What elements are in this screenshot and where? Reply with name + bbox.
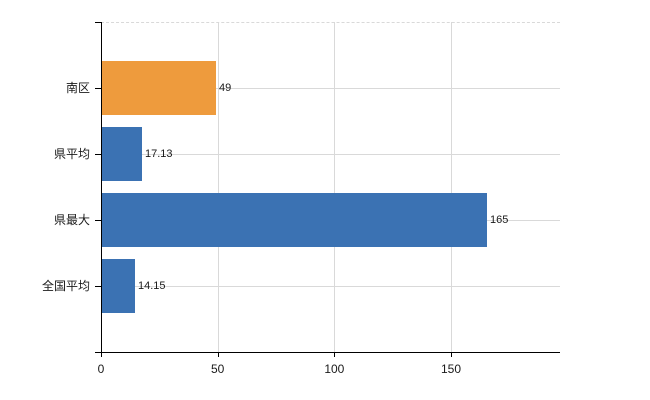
y-axis-tick bbox=[95, 352, 101, 353]
bar-value-label: 165 bbox=[490, 214, 509, 226]
gridline-v bbox=[217, 22, 219, 352]
y-axis-tick bbox=[95, 22, 101, 23]
bar-value-label: 14.15 bbox=[138, 280, 166, 292]
y-axis-tick bbox=[95, 220, 101, 221]
bar-value-label: 49 bbox=[219, 82, 232, 94]
x-tick-label: 0 bbox=[97, 362, 105, 376]
bar bbox=[102, 193, 487, 247]
gridline-v bbox=[334, 22, 336, 352]
x-axis-tick bbox=[217, 352, 219, 357]
bar bbox=[102, 127, 142, 181]
plot-top-border bbox=[101, 22, 560, 23]
y-axis-tick bbox=[95, 88, 101, 89]
bar bbox=[102, 61, 216, 115]
bar bbox=[102, 259, 135, 313]
gridline-h bbox=[101, 88, 560, 89]
x-axis-line bbox=[101, 352, 560, 353]
gridline-h bbox=[101, 154, 560, 155]
y-axis-tick bbox=[95, 286, 101, 287]
y-axis-tick bbox=[95, 154, 101, 155]
x-tick-label: 150 bbox=[441, 362, 462, 376]
x-axis-tick bbox=[101, 352, 102, 357]
x-tick-label: 100 bbox=[324, 362, 345, 376]
category-label: 県最大 bbox=[53, 213, 90, 227]
category-label: 南区 bbox=[65, 81, 90, 95]
gridline-h bbox=[101, 286, 560, 287]
category-label: 全国平均 bbox=[41, 279, 90, 293]
bar-value-label: 17.13 bbox=[145, 148, 173, 160]
y-axis-line bbox=[101, 22, 102, 353]
x-axis-tick bbox=[451, 352, 453, 357]
x-tick-label: 50 bbox=[210, 362, 225, 376]
gridline-v bbox=[451, 22, 453, 352]
x-axis-tick bbox=[334, 352, 336, 357]
category-label: 県平均 bbox=[53, 147, 90, 161]
